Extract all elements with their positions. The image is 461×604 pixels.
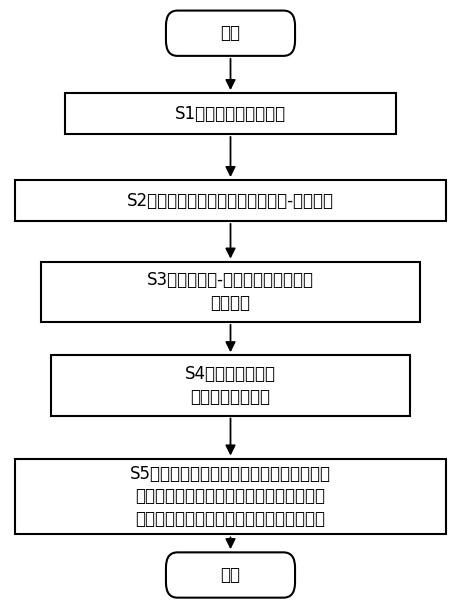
Text: S1、岩层测试样品制备: S1、岩层测试样品制备 [175,104,286,123]
Bar [41,262,420,322]
Bar [15,180,446,221]
Text: 痕测试下岩层硬度与岩石可钻性的回归模型: 痕测试下岩层硬度与岩石可钻性的回归模型 [136,510,325,528]
Text: S2、开展纳米压痕测试，获取位移-载荷曲线: S2、开展纳米压痕测试，获取位移-载荷曲线 [127,191,334,210]
Text: 计算岩层宏观硬度: 计算岩层宏观硬度 [190,388,271,406]
Bar [15,459,446,534]
Text: S5、通过岩层宏观硬度与纳米压痕测试下的: S5、通过岩层宏观硬度与纳米压痕测试下的 [130,464,331,483]
Text: 压入载荷: 压入载荷 [211,294,250,312]
FancyBboxPatch shape [166,552,295,598]
Text: 硬度、岩石可钻性之间的关系，建立纳米压: 硬度、岩石可钻性之间的关系，建立纳米压 [136,487,325,506]
Text: 开始: 开始 [220,24,241,42]
Text: S4、计算岩层硬度: S4、计算岩层硬度 [185,365,276,383]
Text: 结束: 结束 [220,566,241,584]
Bar [51,355,410,416]
Bar [65,93,396,134]
Text: S3、根据位移-载荷曲线，获取最大: S3、根据位移-载荷曲线，获取最大 [147,271,314,289]
FancyBboxPatch shape [166,11,295,56]
